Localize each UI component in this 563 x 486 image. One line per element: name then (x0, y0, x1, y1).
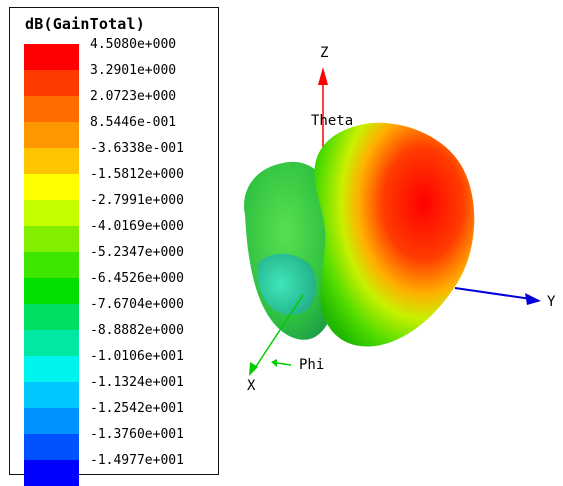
legend-tick-label: -1.3760e+001 (90, 428, 184, 442)
legend-tick-label: -1.5812e+000 (90, 168, 184, 182)
x-axis-label: X (247, 378, 256, 394)
y-axis-arrowhead (525, 293, 541, 305)
legend-swatch (24, 148, 79, 174)
phi-label: Phi (299, 357, 324, 373)
legend-swatch (24, 122, 79, 148)
legend-tick-label: -1.0106e+001 (90, 350, 184, 364)
radiation-pattern-plot: Z Theta Y X Phi (225, 30, 563, 470)
legend-tick-label: -1.2542e+001 (90, 402, 184, 416)
z-axis-arrowhead (318, 67, 328, 85)
x-axis-arrowhead (249, 362, 258, 376)
legend-tick-label: 3.2901e+000 (90, 64, 176, 78)
legend-tick-label: -3.6338e-001 (90, 142, 184, 156)
legend-swatch (24, 304, 79, 330)
legend-swatch (24, 252, 79, 278)
legend-tick-label: -8.8882e+000 (90, 324, 184, 338)
legend-swatch (24, 382, 79, 408)
legend-swatch (24, 434, 79, 460)
phi-indicator-arrowhead (271, 359, 277, 367)
legend-swatch (24, 330, 79, 356)
legend-swatch (24, 460, 79, 486)
legend-title: dB(GainTotal) (25, 15, 145, 33)
main-lobe (314, 123, 474, 347)
legend-swatch (24, 408, 79, 434)
legend-swatch (24, 70, 79, 96)
z-axis-label: Z (320, 45, 328, 61)
y-axis-label: Y (547, 294, 556, 310)
y-axis-line (455, 288, 531, 299)
theta-label: Theta (311, 113, 353, 129)
legend-tick-label: 8.5446e-001 (90, 116, 176, 130)
legend-tick-label: -6.4526e+000 (90, 272, 184, 286)
legend-swatch (24, 200, 79, 226)
legend-tick-label: -5.2347e+000 (90, 246, 184, 260)
legend-tick-label: -1.4977e+001 (90, 454, 184, 468)
legend-swatch (24, 174, 79, 200)
legend-tick-label: 4.5080e+000 (90, 38, 176, 52)
legend-tick-label: 2.0723e+000 (90, 90, 176, 104)
legend-tick-label: -1.1324e+001 (90, 376, 184, 390)
legend-swatch (24, 226, 79, 252)
legend-swatch (24, 356, 79, 382)
color-legend: dB(GainTotal) 4.5080e+000 3.2901e+000 2.07… (9, 7, 219, 475)
legend-tick-label: -4.0169e+000 (90, 220, 184, 234)
legend-swatch (24, 44, 79, 70)
phi-indicator-line (277, 363, 291, 365)
legend-tick-label: -2.7991e+000 (90, 194, 184, 208)
legend-swatch (24, 96, 79, 122)
legend-swatch (24, 278, 79, 304)
legend-tick-label: -7.6704e+000 (90, 298, 184, 312)
